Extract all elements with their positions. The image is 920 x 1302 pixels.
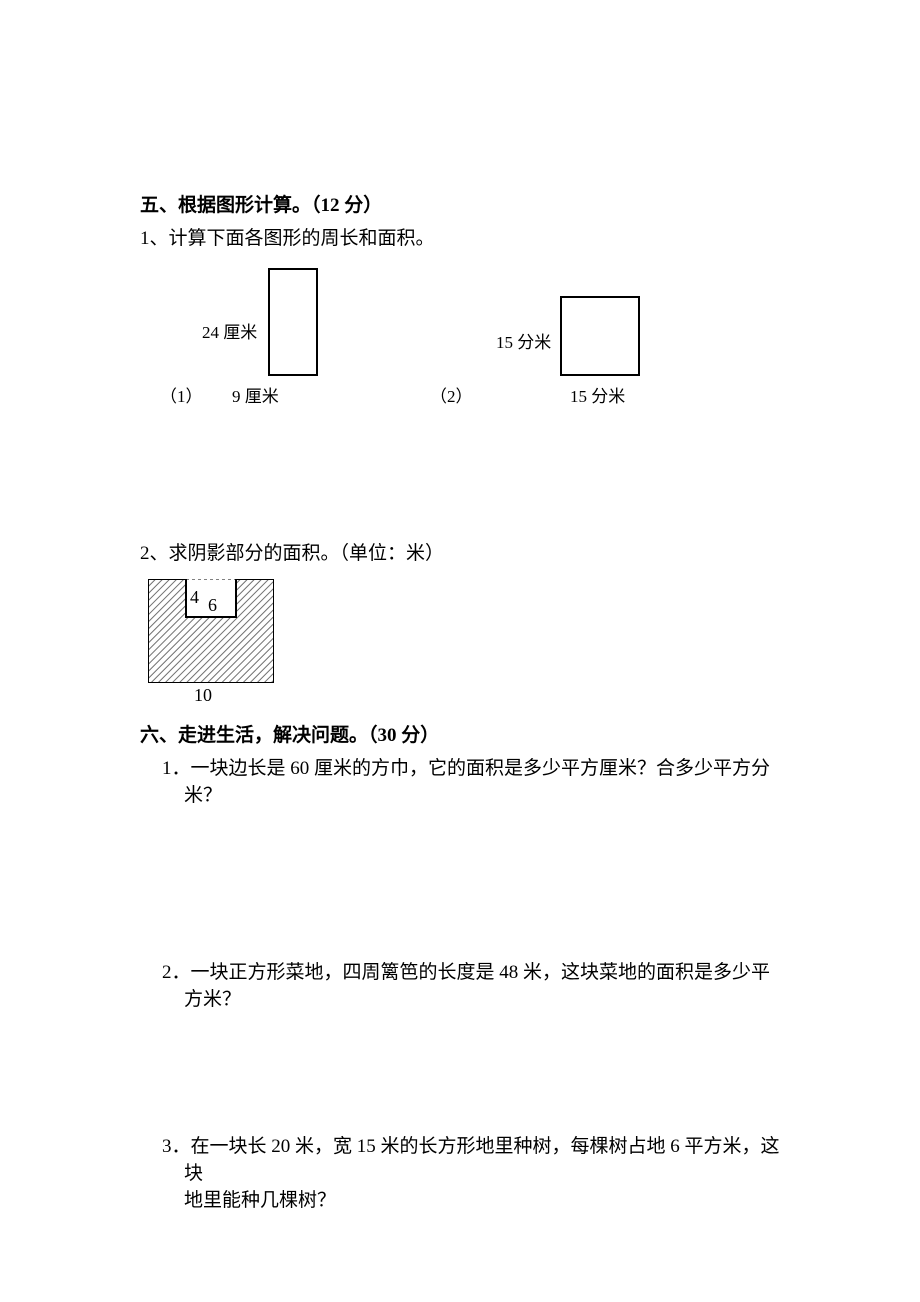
s5-q2-figure: 4 6 10 [148,579,780,704]
s5-q1-prompt: 1、计算下面各图形的周长和面积。 [140,223,780,250]
section6-heading: 六、走进生活，解决问题。（30 分） [140,720,780,747]
s5-q1-fig1-left-label: 24 厘米 [202,318,257,343]
s6-q1: 1．一块边长是 60 厘米的方巾，它的面积是多少平方厘米？合多少平方分米？ [162,753,780,807]
s6-q2: 2．一块正方形菜地，四周篱笆的长度是 48 米，这块菜地的面积是多少平方米？ [162,957,780,1011]
section5-heading: 五、根据图形计算。（12 分） [140,190,780,217]
s5-q1-fig2: 15 分米 15 分米 （2） [420,268,680,408]
page: 五、根据图形计算。（12 分） 1、计算下面各图形的周长和面积。 24 厘米 9… [0,0,920,1302]
s5-q1-fig2-left-label: 15 分米 [496,328,551,353]
s5-q1-fig2-num: （2） [430,382,473,407]
spacer [140,807,780,957]
s5-q1-fig1: 24 厘米 9 厘米 （1） [150,268,410,408]
spacer [140,1011,780,1131]
s5-q2-label-6: 6 [208,595,217,616]
s5-q1-fig2-square [560,296,640,376]
s5-q1-fig1-rect [268,268,318,376]
s5-q2-prompt: 2、求阴影部分的面积。（单位：米） [140,538,780,565]
s5-q2-shaded-shape: 4 6 [148,579,274,683]
s6-q3-line1: 3．在一块长 20 米，宽 15 米的长方形地里种树，每棵树占地 6 平方米，这… [162,1131,780,1185]
spacer [140,408,780,538]
s5-q1-fig1-num: （1） [160,382,203,407]
s5-q1-figures-row: 24 厘米 9 厘米 （1） 15 分米 15 分米 （2） [140,268,780,408]
s5-q1-fig2-bottom-label: 15 分米 [570,382,625,407]
s5-q1-fig1-bottom-label: 9 厘米 [232,382,279,407]
s6-q3-line2: 地里能种几棵树？ [184,1185,780,1212]
s5-q2-label-4: 4 [190,587,199,608]
s5-q2-label-10: 10 [194,685,212,705]
